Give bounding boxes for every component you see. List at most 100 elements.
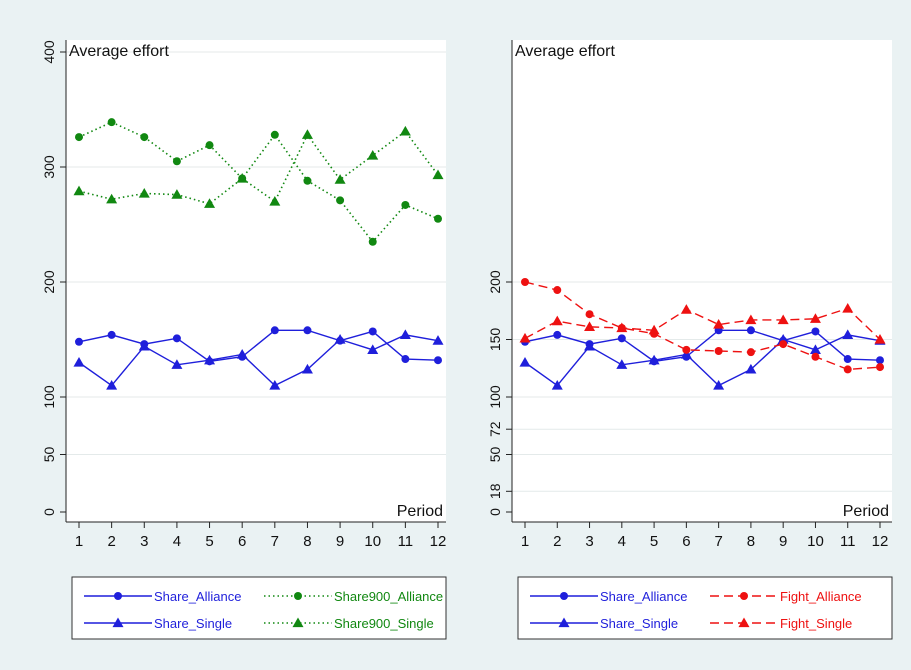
data-point <box>171 189 183 199</box>
series-fight-single <box>519 302 886 344</box>
series-line <box>524 307 881 341</box>
x-tick-label: 8 <box>303 533 311 550</box>
data-point <box>106 380 118 390</box>
legend-item-fight-alliance: Fight_Alliance <box>710 589 862 604</box>
x-tick-label: 1 <box>521 533 529 550</box>
x-tick-label: 10 <box>364 533 381 550</box>
series-share-single <box>519 329 886 390</box>
data-point <box>809 344 821 354</box>
x-tick-label: 7 <box>714 533 722 550</box>
data-point <box>172 157 181 166</box>
data-point <box>584 321 596 331</box>
data-point <box>434 214 442 223</box>
data-point <box>745 363 757 374</box>
legend-item-share-single: Share_Single <box>530 616 678 631</box>
data-point <box>584 340 596 351</box>
y-tick-label: 150 <box>487 328 503 352</box>
data-point <box>107 330 116 339</box>
data-point <box>367 150 379 160</box>
series-line <box>524 281 881 371</box>
data-point <box>269 196 281 206</box>
y-tick-label: 50 <box>41 447 57 463</box>
data-point <box>236 348 248 359</box>
data-point <box>521 278 529 286</box>
x-tick-label: 6 <box>682 533 690 550</box>
x-tick-label: 4 <box>618 533 626 550</box>
data-point <box>714 347 723 355</box>
data-point <box>809 313 821 323</box>
legend-label: Share_Single <box>600 616 678 631</box>
legend-item-share-single: Share_Single <box>84 616 232 631</box>
data-point <box>107 118 116 127</box>
series-line <box>78 334 439 387</box>
x-tick-label: 8 <box>747 533 755 550</box>
legend-label: Share900_Alliance <box>334 589 443 604</box>
y-tick-label: 72 <box>487 421 503 437</box>
data-point <box>301 129 313 139</box>
legend-label: Share_Alliance <box>600 589 687 604</box>
data-point <box>553 286 562 295</box>
plot-area <box>512 40 892 522</box>
data-point <box>399 125 411 136</box>
legend-item-share-alliance: Share_Alliance <box>84 589 241 604</box>
data-point <box>334 334 346 344</box>
legend-item-share900-alliance: Share900_Alliance <box>264 589 443 604</box>
x-tick-label: 7 <box>271 533 279 550</box>
legend-label: Fight_Single <box>780 616 852 631</box>
x-tick-label: 11 <box>398 533 414 550</box>
legend-label: Share_Alliance <box>154 589 241 604</box>
data-point <box>432 169 444 180</box>
x-tick-label: 2 <box>107 533 115 550</box>
legend: Share_Alliance Fight_Alliance Share_Single… <box>517 576 893 640</box>
y-tick-label: 100 <box>41 385 57 409</box>
legend-marker <box>112 617 124 628</box>
x-tick-label: 11 <box>840 533 856 550</box>
data-point <box>648 324 660 335</box>
data-point <box>519 332 531 343</box>
series-share900-single <box>73 125 444 208</box>
data-point <box>680 304 692 314</box>
y-axis-title: Average effort <box>69 43 169 60</box>
legend-item-share900-single: Share900_Single <box>264 616 434 631</box>
y-tick-label: 400 <box>41 40 57 64</box>
data-point <box>519 357 531 367</box>
data-point <box>746 348 755 357</box>
data-point <box>75 337 83 346</box>
data-point <box>713 319 725 329</box>
y-tick-label: 18 <box>487 483 503 499</box>
data-point <box>73 357 85 367</box>
x-tick-label: 3 <box>585 533 593 550</box>
legend-marker <box>558 617 570 628</box>
data-point <box>204 354 216 365</box>
data-point <box>236 173 248 183</box>
data-point <box>553 330 562 339</box>
data-point <box>367 344 379 354</box>
data-point <box>138 340 150 351</box>
data-point <box>75 133 83 142</box>
data-point <box>648 354 660 365</box>
data-point <box>876 363 884 372</box>
data-point <box>811 327 820 336</box>
data-point <box>401 200 410 209</box>
data-point <box>171 359 183 369</box>
data-point <box>746 326 755 335</box>
data-point <box>616 322 628 333</box>
data-point <box>269 380 281 390</box>
y-tick-label: 50 <box>487 447 503 463</box>
series-line <box>524 329 881 363</box>
series-line <box>524 334 881 387</box>
y-tick-label: 0 <box>487 508 503 516</box>
data-point <box>301 363 313 374</box>
legend-marker <box>114 592 122 600</box>
series-line <box>78 329 439 363</box>
data-point <box>843 355 852 364</box>
legend-label: Share900_Single <box>334 616 434 631</box>
series-line <box>78 130 439 205</box>
data-point <box>270 326 279 335</box>
data-point <box>842 302 854 313</box>
data-point <box>401 355 410 364</box>
data-point <box>334 174 346 184</box>
y-tick-label: 0 <box>41 508 57 516</box>
